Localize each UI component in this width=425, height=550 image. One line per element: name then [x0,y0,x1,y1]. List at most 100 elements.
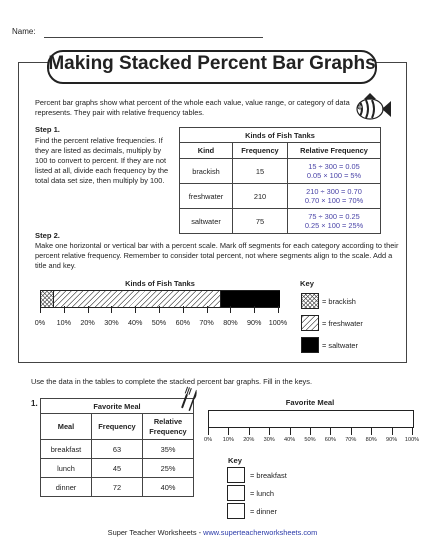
kind-cell: freshwater [179,183,233,209]
table-row: breakfast 63 35% [40,439,194,459]
tick-label: 100% [268,318,288,327]
intro-text: Percent bar graphs show what percent of … [35,98,350,117]
dinner-swatch[interactable] [227,503,245,519]
relative-frequency-cell: 35% [142,439,194,459]
tick-mark [40,306,41,313]
tick-mark [371,428,373,435]
tick-label: 20% [80,318,95,327]
tick-label: 90% [385,437,398,443]
tick-mark [330,428,332,435]
stacked-bar [40,290,280,308]
step2-text: Make one horizontal or vertical bar with… [35,241,399,270]
problem-number: 1. [31,399,38,408]
footer: Super Teacher Worksheets - www.superteac… [0,528,425,537]
tick-mark [310,428,311,435]
column-header: Meal [40,413,92,440]
percent-scale: 0% 10% 20% 30% 40% 50% 60% 70% 80% 90% 100% [35,306,287,327]
rel-calc-division: 15 ÷ 300 = 0.05 [308,162,360,171]
tick-label: 70% [345,437,357,443]
tick-mark [278,306,279,313]
table-caption: Favorite Meal [40,398,194,414]
key-label: = dinner [250,507,277,516]
bar-segment-brackish [41,291,53,307]
table-row: brackish 15 15 ÷ 300 = 0.05 0.05 × 100 =… [179,158,381,184]
key-label: = lunch [250,489,275,498]
table-row: freshwater 210 210 ÷ 300 = 0.70 0.70 × 1… [179,183,381,209]
tick-mark [87,306,89,313]
fish-icon [356,93,391,120]
tick-mark [228,428,230,435]
tick-mark [248,428,250,435]
tick-label: 0% [203,437,213,443]
fish-tanks-table: Kinds of Fish Tanks Kind Frequency Relat… [179,127,381,234]
column-header: Relative Frequency [142,413,194,440]
key-label: = brackish [322,297,356,306]
frequency-cell: 63 [91,439,143,459]
column-header: Relative Frequency [287,142,381,159]
tick-mark [269,428,271,435]
tick-mark [412,428,413,435]
relative-frequency-cell: 75 ÷ 300 = 0.25 0.25 × 100 = 25% [287,208,381,234]
blank-stacked-bar[interactable] [208,410,414,428]
tick-label: 60% [175,318,190,327]
tick-label: 0% [34,318,46,327]
tick-label: 50% [304,437,316,443]
key-label: = breakfast [250,471,287,480]
tick-mark [135,306,137,313]
frequency-cell: 45 [91,458,143,478]
meal-cell: breakfast [40,439,92,459]
table-row: saltwater 75 75 ÷ 300 = 0.25 0.25 × 100 … [179,208,381,234]
name-field[interactable] [44,37,263,38]
key-heading: Key [228,456,242,465]
footer-brand: Super Teacher Worksheets [107,528,197,537]
lunch-swatch[interactable] [227,485,245,501]
tick-label: 80% [223,318,238,327]
rel-calc-division: 210 ÷ 300 = 0.70 [306,187,362,196]
rel-calc-percent: 0.70 × 100 = 70% [304,196,364,205]
step1-text: Find the percent relative frequencies. I… [35,136,169,185]
tick-mark [230,306,232,313]
percent-scale: 0% 10% 20% 30% 40% 50% 60% 70% 80% 90% 100% [204,428,419,443]
tick-label: 10% [56,318,71,327]
kind-cell: brackish [179,158,233,184]
tick-mark [63,306,65,313]
tick-mark [111,306,113,313]
table-row: lunch 45 25% [40,458,194,478]
tick-label: 40% [127,318,143,327]
chart-title: Favorite Meal [285,398,335,407]
breakfast-swatch[interactable] [227,467,245,483]
freshwater-swatch [301,315,319,331]
key-heading: Key [300,279,314,288]
key-label: = saltwater [322,341,358,350]
favorite-meal-table: Favorite Meal Meal Frequency Relative Fr… [40,398,194,497]
frequency-cell: 210 [232,183,288,209]
rel-calc-division: 75 ÷ 300 = 0.25 [308,212,360,221]
column-header: Frequency [232,142,288,159]
name-label: Name: [12,27,36,36]
tick-label: 90% [246,318,262,327]
tick-label: 60% [324,437,336,443]
tick-mark [350,428,352,435]
title-banner [47,50,377,84]
tick-label: 30% [104,318,119,327]
frequency-cell: 75 [232,208,288,234]
instructions: Use the data in the tables to complete t… [31,377,312,386]
relative-frequency-cell: 25% [142,458,194,478]
step2-heading: Step 2. [35,231,60,240]
tick-mark [289,428,291,435]
table-caption: Kinds of Fish Tanks [179,127,381,143]
column-header: Kind [179,142,233,159]
kind-cell: saltwater [179,208,233,234]
fork-knife-icon [181,386,197,412]
brackish-swatch [301,293,319,309]
footer-site-link[interactable]: www.superteacherworksheets.com [203,528,318,537]
tick-mark [254,306,256,313]
page-title: Making Stacked Percent Bar Graphs [48,53,376,74]
footer-separator: - [196,528,204,537]
tick-label: 10% [222,437,234,443]
relative-frequency-cell: 210 ÷ 300 = 0.70 0.70 × 100 = 70% [287,183,381,209]
tick-mark [159,306,160,313]
rel-calc-percent: 0.05 × 100 = 5% [306,171,362,180]
step1-heading: Step 1. [35,125,60,134]
key-label: = freshwater [322,319,363,328]
